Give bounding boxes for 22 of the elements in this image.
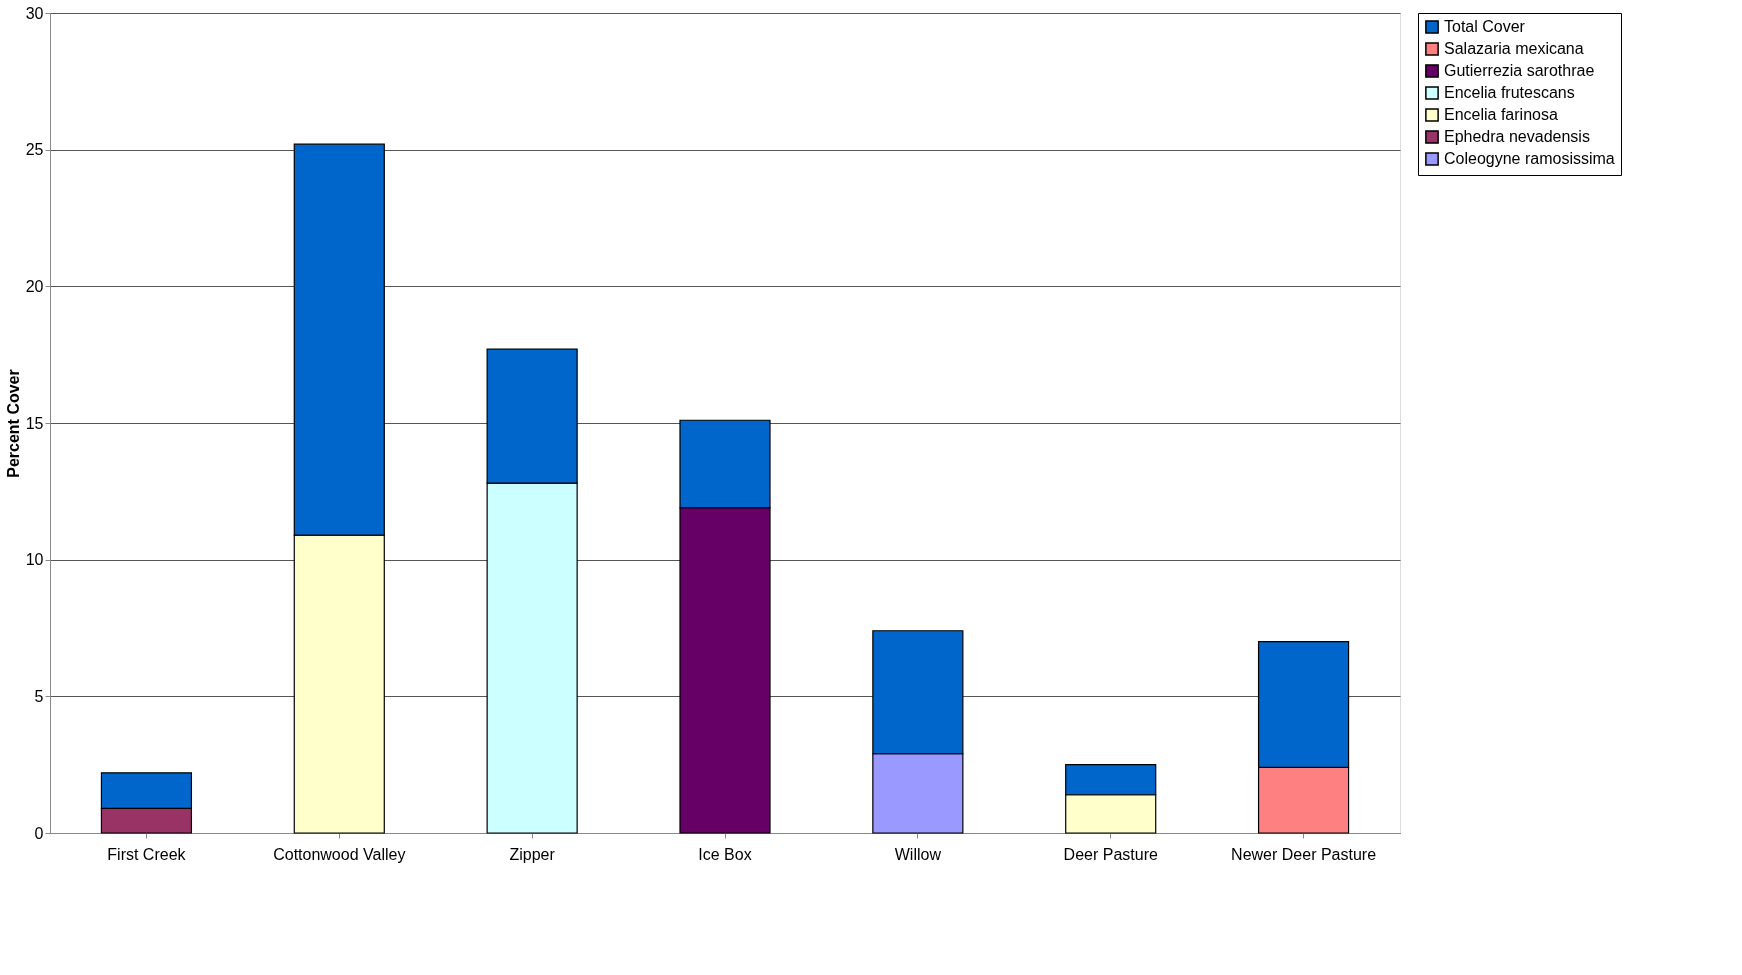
x-tick-label: Cottonwood Valley (273, 845, 406, 863)
legend-label: Total Cover (1444, 18, 1526, 35)
y-tick-label: 10 (25, 551, 44, 569)
y-tick-label: 25 (25, 141, 44, 159)
legend-label: Gutierrezia sarothrae (1444, 62, 1595, 79)
legend-label: Salazaria mexicana (1444, 40, 1584, 57)
y-tick-label: 0 (34, 824, 44, 842)
y-axis-title: Percent Cover (4, 369, 22, 478)
x-tick-label: Ice Box (698, 845, 752, 863)
legend-label: Encelia frutescans (1444, 84, 1575, 101)
y-tick-label: 15 (25, 414, 44, 432)
y-tick-label: 30 (25, 4, 44, 22)
legend-label: Encelia farinosa (1444, 106, 1558, 123)
x-tick-label: First Creek (107, 845, 187, 863)
legend-label: Ephedra nevadensis (1444, 128, 1590, 145)
y-tick-label: 20 (25, 277, 44, 295)
x-tick-label: Zipper (509, 845, 556, 863)
x-tick-label: Willow (894, 845, 942, 863)
legend-label: Coleogyne ramosissima (1444, 150, 1615, 167)
x-tick-label: Newer Deer Pasture (1231, 845, 1377, 863)
y-tick-label: 5 (34, 687, 44, 705)
x-tick-label: Deer Pasture (1063, 845, 1158, 863)
